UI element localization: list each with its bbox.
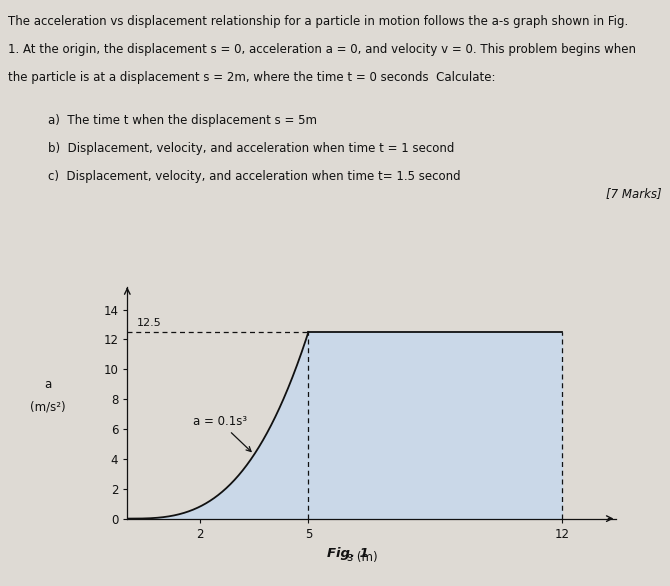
Text: 12.5: 12.5 [137,318,161,328]
Text: c)  Displacement, velocity, and acceleration when time t= 1.5 second: c) Displacement, velocity, and accelerat… [48,170,461,183]
Text: a)  The time t when the displacement s = 5m: a) The time t when the displacement s = … [48,114,317,127]
Text: a: a [44,378,51,391]
Text: the particle is at a displacement s = 2m, where the time t = 0 seconds  Calculat: the particle is at a displacement s = 2m… [8,71,496,84]
Text: s (m): s (m) [348,551,378,564]
Text: a = 0.1s³: a = 0.1s³ [192,415,251,452]
Text: The acceleration vs displacement relationship for a particle in motion follows t: The acceleration vs displacement relatio… [8,15,628,28]
Text: [7 Marks]: [7 Marks] [606,188,662,200]
Text: Fig. 1: Fig. 1 [328,547,369,560]
Text: 1. At the origin, the displacement s = 0, acceleration a = 0, and velocity v = 0: 1. At the origin, the displacement s = 0… [8,43,636,56]
Text: (m/s²): (m/s²) [29,400,66,413]
Text: b)  Displacement, velocity, and acceleration when time t = 1 second: b) Displacement, velocity, and accelerat… [48,142,455,155]
